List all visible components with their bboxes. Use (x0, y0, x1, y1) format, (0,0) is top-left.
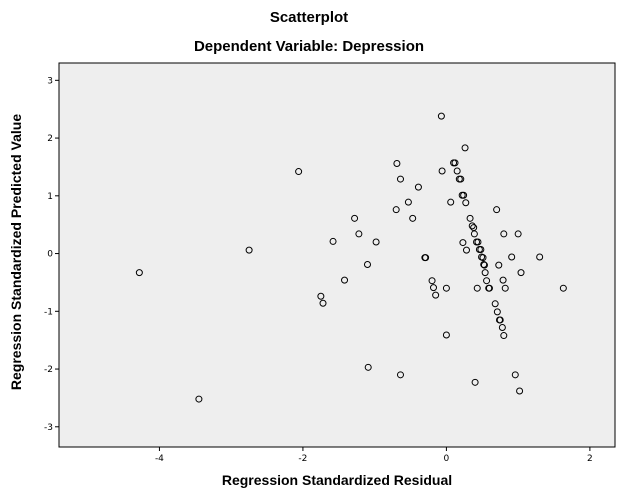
scatter-point (473, 284, 481, 292)
scatter-point (429, 284, 437, 292)
scatter-point (459, 239, 467, 247)
scatter-point (453, 167, 461, 175)
scatter-point (470, 230, 478, 238)
scatter-point (319, 299, 327, 307)
scatter-point (462, 246, 470, 254)
scatter-point (500, 332, 508, 340)
scatter-point (516, 387, 524, 395)
scatter-point (341, 276, 349, 284)
scatter-point (479, 254, 487, 262)
y-tick-label: 0 (47, 250, 53, 260)
x-tick-label: -4 (155, 454, 164, 464)
chart-subtitle: Dependent Variable: Depression (194, 38, 424, 55)
scatter-point (460, 191, 468, 199)
scatter-point (195, 395, 203, 403)
scatter-point (511, 371, 519, 379)
scatter-point (495, 261, 503, 269)
scatter-point (295, 168, 303, 176)
y-axis-ticks: -3 -2 -1 0 1 2 3 (44, 76, 59, 433)
scatter-point (493, 206, 501, 214)
scatter-point (499, 276, 507, 284)
scatter-point (485, 284, 493, 292)
scatter-point (468, 222, 476, 230)
scatter-point (437, 112, 445, 120)
scatter-point (317, 292, 325, 300)
scatter-point (480, 261, 488, 269)
x-tick-label: -2 (298, 454, 307, 464)
scatter-point (462, 199, 470, 207)
scatter-point (428, 277, 436, 285)
scatter-point (432, 291, 440, 299)
scatter-point (414, 183, 422, 191)
scatter-point (496, 316, 504, 324)
y-tick-label: -3 (44, 423, 53, 433)
x-tick-label: 2 (587, 454, 593, 464)
y-axis-label: Regression Standardized Predicted Value (8, 114, 24, 390)
scatter-point (447, 198, 455, 206)
chart-title: Scatterplot (270, 9, 348, 26)
scatter-point (355, 230, 363, 238)
scatter-point (480, 261, 488, 269)
y-tick-label: 2 (47, 134, 53, 144)
y-tick-label: -1 (44, 307, 53, 317)
scatter-point (536, 253, 544, 261)
scatter-point (471, 378, 479, 386)
x-axis-ticks: -4 -2 0 2 (155, 447, 593, 464)
scatter-point (364, 363, 372, 371)
scatter-point (351, 214, 359, 222)
scatter-point (442, 331, 450, 339)
scatter-point (372, 238, 380, 246)
scatter-point (392, 206, 400, 214)
scatter-point (135, 269, 143, 277)
scatter-point (396, 371, 404, 379)
scatter-point (466, 214, 474, 222)
scatter-point (396, 175, 404, 183)
scatter-point (409, 214, 417, 222)
scatter-point (493, 308, 501, 316)
x-tick-label: 0 (444, 454, 450, 464)
scatter-point (404, 198, 412, 206)
scatter-point (461, 144, 469, 152)
x-axis-label: Regression Standardized Residual (222, 472, 452, 488)
scatter-point (245, 246, 253, 254)
scatter-point (483, 277, 491, 285)
scatter-point (474, 238, 482, 246)
scatter-point (514, 230, 522, 238)
scatter-point (559, 284, 567, 292)
scatter-point (442, 284, 450, 292)
scatter-point (451, 159, 459, 167)
scatter-point (422, 254, 430, 262)
scatter-point (517, 269, 525, 277)
y-tick-label: 1 (47, 192, 53, 202)
scatter-point (363, 261, 371, 269)
plot-area (58, 62, 616, 448)
scatter-point (508, 253, 516, 261)
scatter-points (135, 112, 567, 403)
scatter-point (457, 175, 465, 183)
scatter-point (498, 323, 506, 331)
scatter-point (481, 269, 489, 277)
scatter-point (500, 230, 508, 238)
scatter-point (477, 246, 485, 254)
scatter-point (501, 284, 509, 292)
y-tick-label: -2 (44, 365, 53, 375)
scatter-point (491, 300, 499, 308)
scatter-point (393, 159, 401, 167)
scatter-point (329, 237, 337, 245)
y-tick-label: 3 (47, 76, 53, 86)
scatter-point (438, 167, 446, 175)
